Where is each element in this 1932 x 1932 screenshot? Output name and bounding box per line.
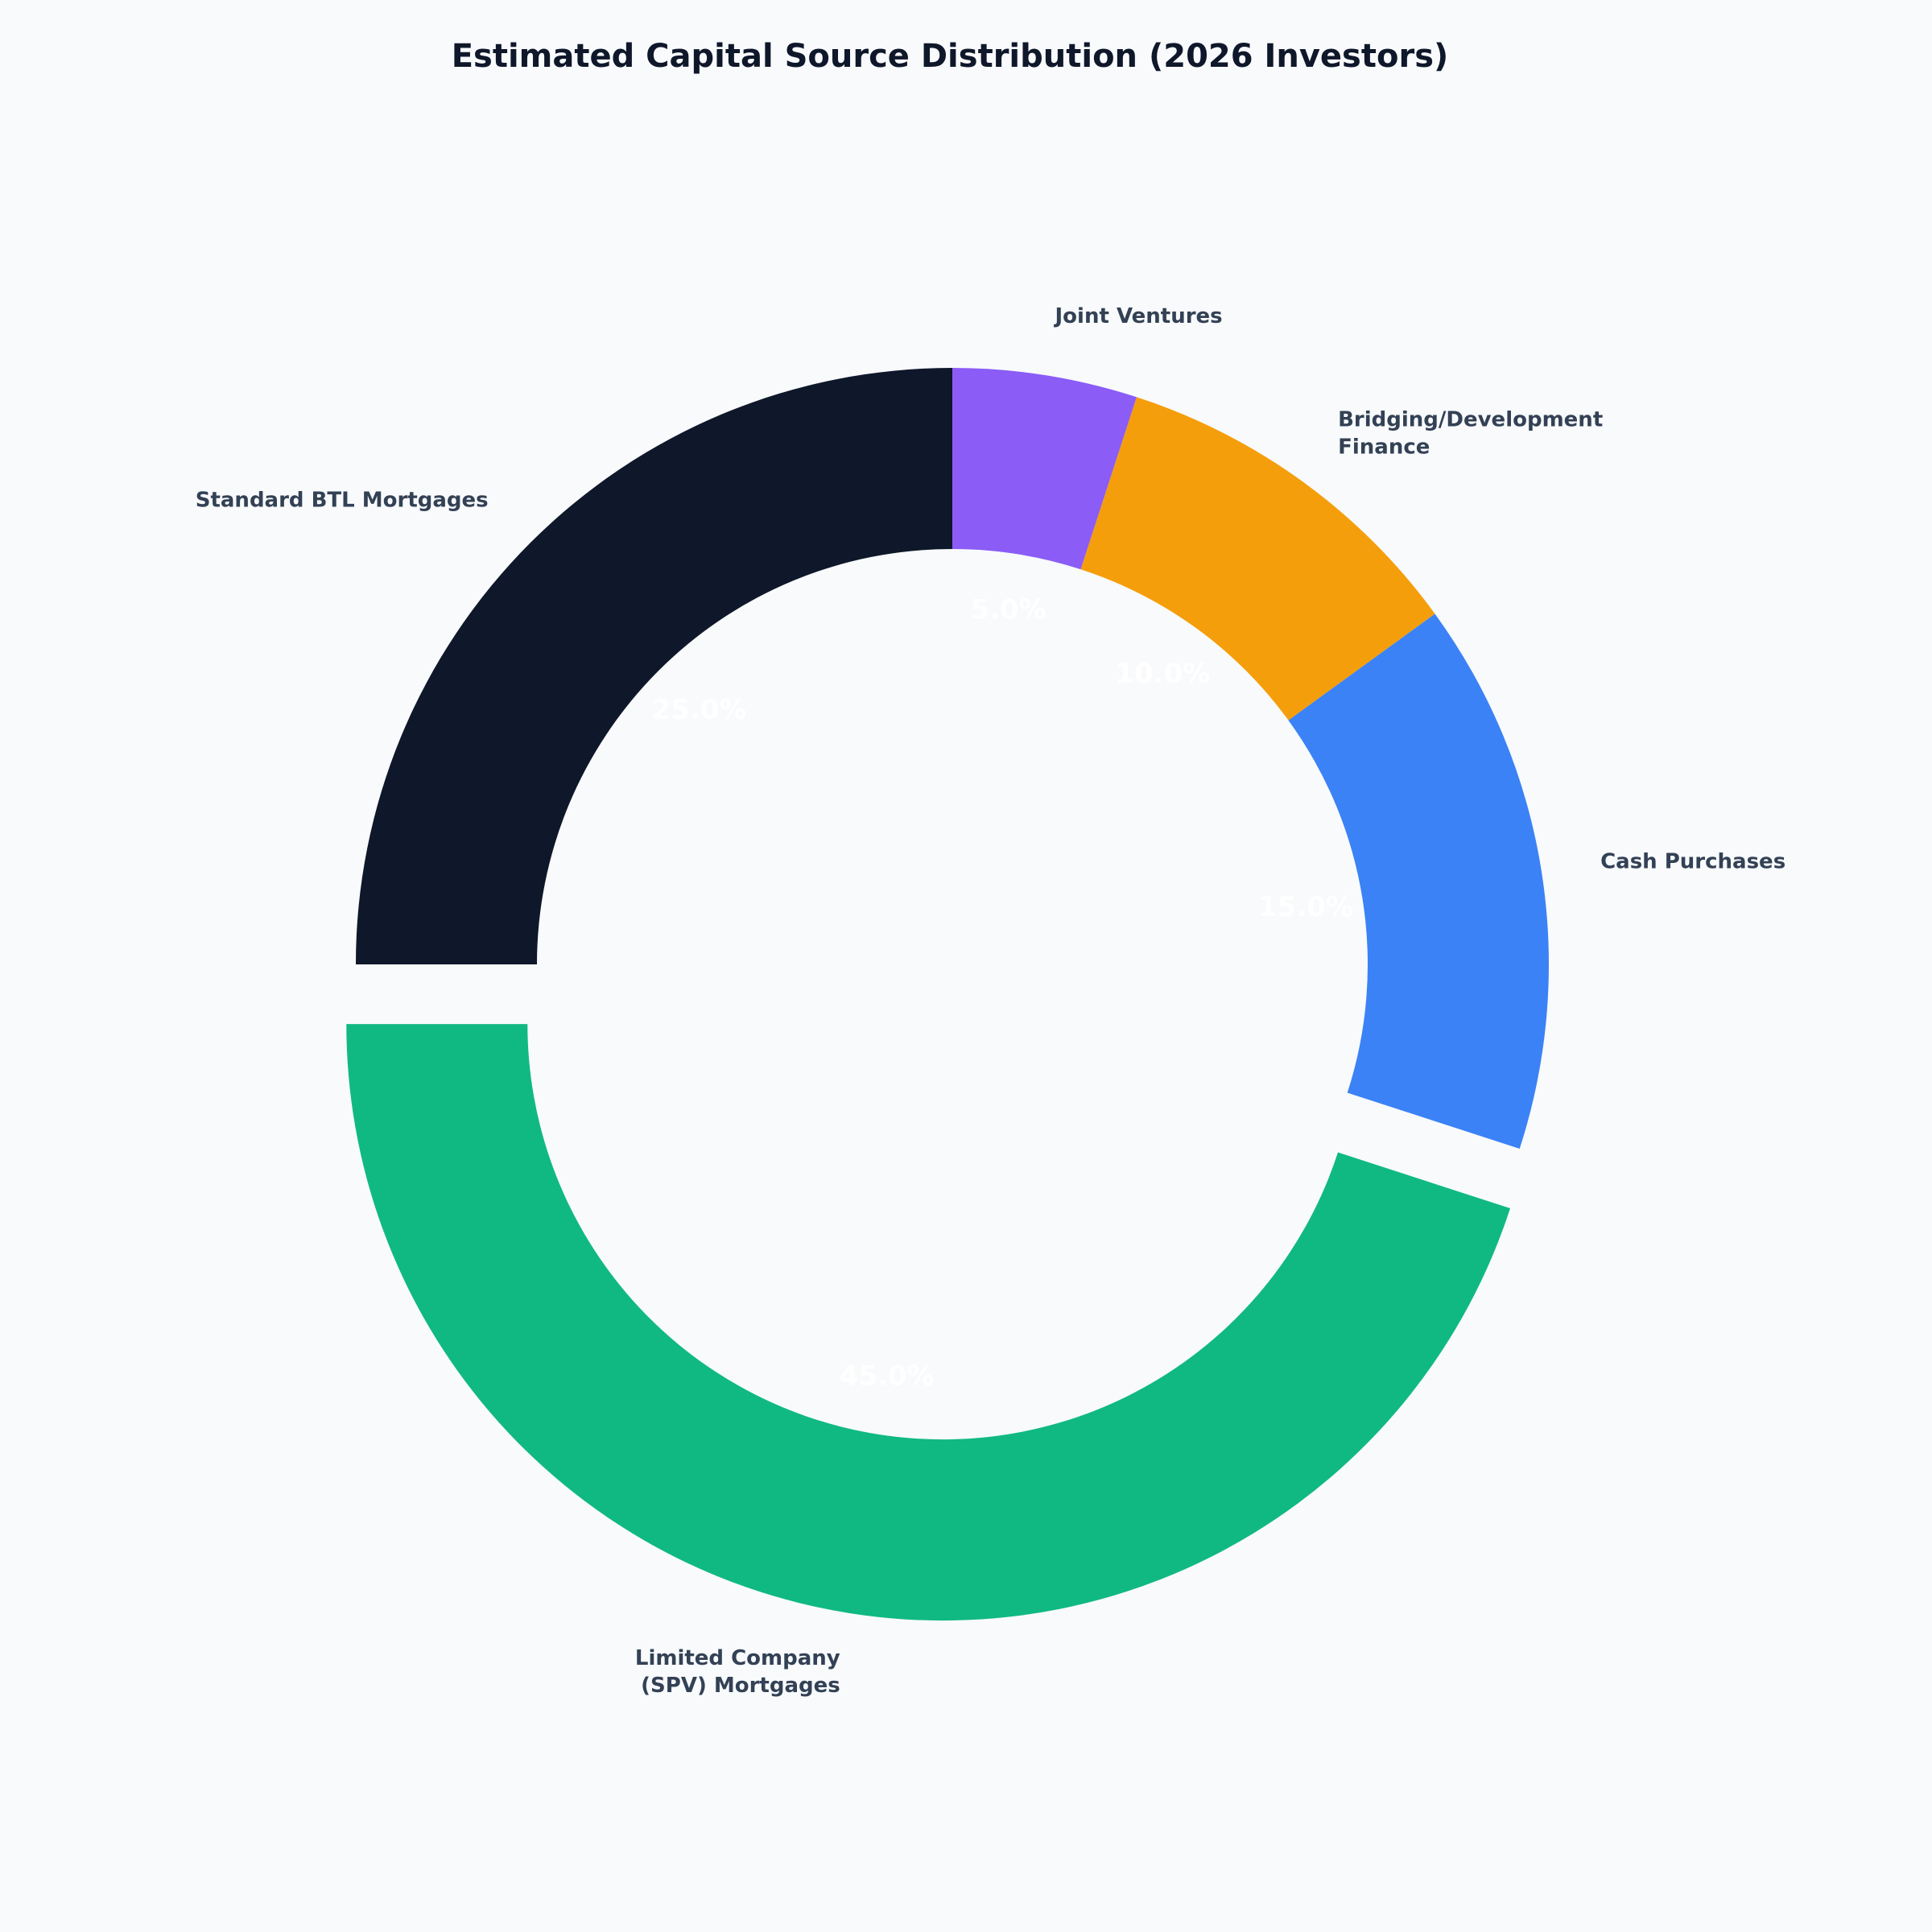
label-line: Limited Company (635, 1646, 840, 1670)
value-label: 45.0% (840, 1360, 935, 1393)
value-label: 5.0% (970, 593, 1046, 625)
wedge (1080, 397, 1435, 720)
wedge (346, 1024, 1511, 1621)
label-line: Standard BTL Mortgages (196, 488, 489, 512)
category-label: Standard BTL Mortgages (196, 488, 489, 512)
value-label: 15.0% (1258, 891, 1353, 923)
wedge (952, 368, 1137, 570)
label-line: Bridging/Development (1338, 407, 1603, 431)
label-line: Joint Ventures (1054, 303, 1223, 328)
category-label: Limited Company (SPV) Mortgages (635, 1646, 840, 1698)
label-line: Finance (1338, 435, 1430, 459)
value-label: 25.0% (652, 694, 747, 726)
category-label: Joint Ventures (1054, 303, 1223, 328)
value-label: 10.0% (1115, 658, 1210, 690)
category-label: Bridging/Development Finance (1338, 407, 1603, 459)
wedge (356, 368, 952, 964)
wedge (1288, 613, 1549, 1149)
category-label: Cash Purchases (1600, 849, 1785, 873)
label-line: Cash Purchases (1600, 849, 1785, 873)
label-line: (SPV) Mortgages (641, 1674, 840, 1698)
chart-title: Estimated Capital Source Distribution (2… (452, 38, 1449, 75)
